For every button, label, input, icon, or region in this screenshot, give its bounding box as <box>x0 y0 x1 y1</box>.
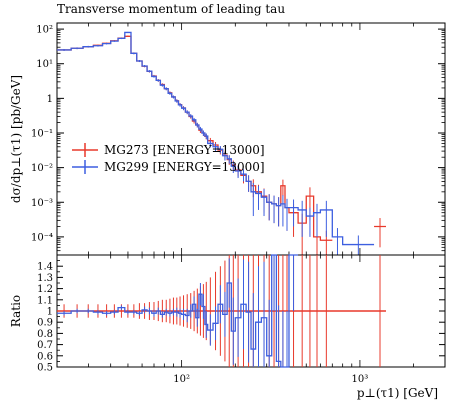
y-tick-label: 10² <box>36 25 53 36</box>
ratio-y-tick-label: 1.2 <box>37 284 53 295</box>
x-axis-label: p⊥(τ1) [GeV] <box>357 386 438 400</box>
ratio-axis-ticks: 10² 10³ 0.50.60.70.80.911.11.21.31.4 <box>37 255 445 385</box>
legend-label-mg299: MG299 [ENERGY=13000] <box>104 160 265 174</box>
y-tick-label: 10⁻² <box>31 163 53 174</box>
ratio-y-tick-label: 0.7 <box>37 340 53 351</box>
legend: MG273 [ENERGY=13000] MG299 [ENERGY=13000… <box>72 143 265 174</box>
legend-label-mg273: MG273 [ENERGY=13000] <box>104 143 265 157</box>
mg299-histogram-line <box>57 31 375 246</box>
ratio-y-tick-label: 0.6 <box>37 351 53 362</box>
y-tick-label: 10⁻⁴ <box>31 232 53 243</box>
ratio-y-tick-label: 0.8 <box>37 329 53 340</box>
ratio-y-tick-label: 1.4 <box>37 262 53 273</box>
chart-title: Transverse momentum of leading tau <box>57 2 285 16</box>
main-axis-ticks: 10⁻⁴ 10⁻³ 10⁻² 10⁻¹ 1 10¹ 10² <box>31 23 445 256</box>
x-tick-label: 10³ <box>352 374 369 385</box>
legend-item-mg299: MG299 [ENERGY=13000] <box>72 160 265 174</box>
ratio-y-tick-label: 0.9 <box>37 318 53 329</box>
mg273-histogram-line <box>57 35 386 241</box>
legend-item-mg273: MG273 [ENERGY=13000] <box>72 143 265 157</box>
y-tick-label: 10¹ <box>36 59 53 70</box>
y-tick-label: 1 <box>47 94 53 105</box>
ratio-y-tick-label: 1 <box>47 307 53 318</box>
ratio-axis-label: Ratio <box>9 295 23 327</box>
y-tick-label: 10⁻¹ <box>31 128 53 139</box>
ratio-y-tick-label: 1.1 <box>37 295 53 306</box>
main-plot-marks <box>57 31 386 255</box>
y-tick-label: 10⁻³ <box>31 198 53 209</box>
x-tick-label: 10² <box>173 374 190 385</box>
ratio-plot-marks <box>57 254 386 368</box>
y-axis-label: dσ/dp⊥(τ1) [pb/GeV] <box>9 75 23 203</box>
ratio-y-tick-label: 0.5 <box>37 363 53 374</box>
main-panel-frame <box>56 22 446 256</box>
ratio-y-tick-label: 1.3 <box>37 273 53 284</box>
